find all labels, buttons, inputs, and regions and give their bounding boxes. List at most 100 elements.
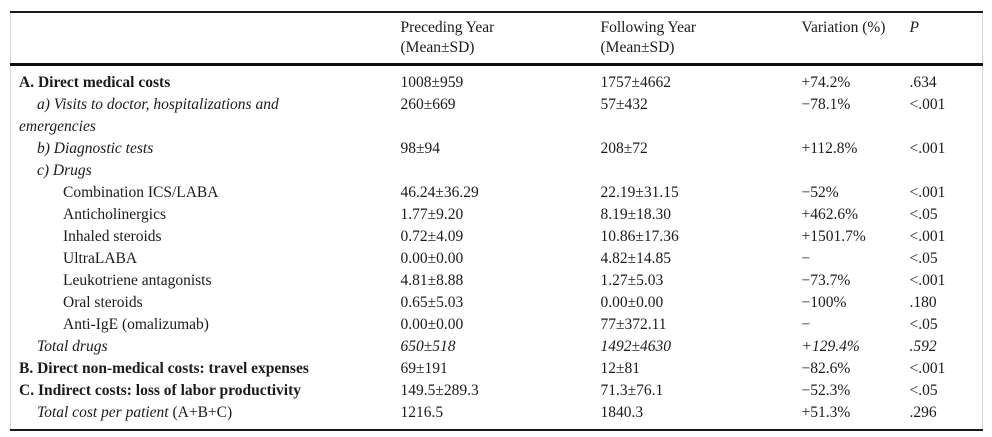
- cell-following: 1840.3: [600, 404, 644, 421]
- cell-following: 12±81: [600, 360, 641, 377]
- cell-following: 4.82±14.85: [600, 250, 672, 267]
- cell-p: <.001: [909, 184, 946, 201]
- cell-preceding: 1216.5: [400, 404, 444, 421]
- cell-following: 1.27±5.03: [600, 272, 664, 289]
- costs-table-container: Preceding Year (Mean±SD) Following Year …: [10, 11, 983, 431]
- table-row: UltraLABA 0.00±0.00 4.82±14.85 − <.05: [11, 248, 983, 270]
- cell-preceding: 149.5±289.3: [400, 382, 479, 399]
- row-label: B. Direct non-medical costs: travel expe…: [19, 360, 309, 377]
- cell-following: 77±372.11: [600, 316, 667, 333]
- cell-variation: −73.7%: [801, 272, 851, 289]
- table-row: a) Visits to doctor, hospitalizations an…: [11, 94, 983, 138]
- cell-p: <.001: [909, 96, 946, 113]
- header-row: Preceding Year (Mean±SD) Following Year …: [10, 12, 983, 66]
- cell-variation: +112.8%: [801, 140, 858, 157]
- row-label: Anti-IgE (omalizumab): [63, 316, 209, 333]
- cell-following: 0.00±0.00: [600, 294, 664, 311]
- table-row: Anticholinergics 1.77±9.20 8.19±18.30 +4…: [11, 204, 983, 226]
- col-header-line1: Preceding Year: [400, 19, 495, 36]
- cell-following: 1492±4630: [600, 338, 672, 355]
- cell-variation: −82.6%: [801, 360, 851, 377]
- cell-p: .592: [909, 338, 937, 355]
- table-row: b) Diagnostic tests 98±94 208±72 +112.8%…: [11, 138, 983, 160]
- row-label: Leukotriene antagonists: [63, 272, 212, 289]
- cell-p: <.05: [909, 250, 938, 267]
- cell-following: 57±432: [600, 96, 648, 113]
- table-row: Anti-IgE (omalizumab) 0.00±0.00 77±372.1…: [11, 314, 983, 336]
- row-label: Anticholinergics: [63, 206, 167, 223]
- table-row: A. Direct medical costs 1008±959 1757±46…: [11, 65, 983, 95]
- row-label: c) Drugs: [37, 162, 92, 179]
- col-header-empty: [10, 12, 393, 66]
- cell-p: <.001: [909, 272, 946, 289]
- cell-preceding: 0.00±0.00: [400, 250, 464, 267]
- row-label-italic-part: Total cost per patient: [37, 404, 169, 421]
- cell-variation: +51.3%: [801, 404, 851, 421]
- cell-variation: +1501.7%: [801, 228, 866, 245]
- cell-p: <.05: [909, 316, 938, 333]
- col-header-line1: Following Year: [600, 19, 697, 36]
- cell-preceding: 650±518: [400, 338, 456, 355]
- cell-variation: +129.4%: [801, 338, 860, 355]
- cell-preceding: 1008±959: [400, 74, 464, 91]
- cell-p: <.001: [909, 140, 946, 157]
- table-row: B. Direct non-medical costs: travel expe…: [11, 358, 983, 380]
- cell-following: 10.86±17.36: [600, 228, 679, 245]
- col-header-p: P: [901, 12, 983, 66]
- row-label: A. Direct medical costs: [19, 74, 171, 91]
- cell-variation: +74.2%: [801, 74, 851, 91]
- cell-p: <.001: [909, 360, 946, 377]
- table-row: c) Drugs: [11, 160, 983, 182]
- col-header-line2: (Mean±SD): [400, 39, 475, 56]
- cell-preceding: 260±669: [400, 96, 456, 113]
- cell-preceding: 69±191: [400, 360, 448, 377]
- cell-preceding: 0.00±0.00: [400, 316, 464, 333]
- table-row: C. Indirect costs: loss of labor product…: [11, 380, 983, 402]
- col-header-variation: Variation (%): [793, 12, 902, 66]
- row-label: Oral steroids: [63, 294, 143, 311]
- row-label: C. Indirect costs: loss of labor product…: [19, 382, 302, 399]
- table-row: Total cost per patient (A+B+C) 1216.5 18…: [11, 402, 983, 430]
- cell-preceding: 0.65±5.03: [400, 294, 464, 311]
- cell-preceding: 4.81±8.88: [400, 272, 464, 289]
- cell-p: <.05: [909, 382, 938, 399]
- cell-variation: −78.1%: [801, 96, 851, 113]
- cell-variation: −: [801, 316, 811, 333]
- cell-preceding: 98±94: [400, 140, 441, 157]
- table-row: Total drugs 650±518 1492±4630 +129.4% .5…: [11, 336, 983, 358]
- row-label: b) Diagnostic tests: [37, 140, 154, 157]
- row-label: UltraLABA: [63, 250, 138, 267]
- table-row: Leukotriene antagonists 4.81±8.88 1.27±5…: [11, 270, 983, 292]
- cell-p: [902, 160, 983, 182]
- cell-following: 8.19±18.30: [600, 206, 672, 223]
- cell-following: [593, 160, 794, 182]
- row-label: a) Visits to doctor, hospitalizations an…: [11, 94, 393, 138]
- cell-p: .634: [909, 74, 937, 91]
- row-label-line1: a) Visits to doctor, hospitalizations an…: [37, 96, 279, 113]
- cell-p: <.001: [909, 228, 946, 245]
- cell-variation: −: [801, 250, 811, 267]
- cell-following: 208±72: [600, 140, 648, 157]
- cell-variation: [794, 160, 902, 182]
- cell-p: .296: [909, 404, 937, 421]
- cell-p: .180: [909, 294, 937, 311]
- row-label: Inhaled steroids: [63, 228, 162, 245]
- cell-variation: +462.6%: [801, 206, 859, 223]
- cell-variation: −100%: [801, 294, 847, 311]
- col-header-preceding-year: Preceding Year (Mean±SD): [392, 12, 593, 66]
- table-row: Combination ICS/LABA 46.24±36.29 22.19±3…: [11, 182, 983, 204]
- row-label-upright-part: (A+B+C): [168, 404, 233, 421]
- cell-following: 1757±4662: [600, 74, 672, 91]
- row-label: Combination ICS/LABA: [63, 184, 219, 201]
- table-row: Oral steroids 0.65±5.03 0.00±0.00 −100% …: [11, 292, 983, 314]
- cell-preceding: 46.24±36.29: [400, 184, 479, 201]
- cell-following: 22.19±31.15: [600, 184, 679, 201]
- cell-preceding: [393, 160, 593, 182]
- cell-variation: −52.3%: [801, 382, 851, 399]
- col-header-line2: (Mean±SD): [600, 39, 675, 56]
- table-row: Inhaled steroids 0.72±4.09 10.86±17.36 +…: [11, 226, 983, 248]
- row-label: Total drugs: [37, 338, 108, 355]
- row-label-line2: emergencies: [19, 118, 96, 135]
- col-header-following-year: Following Year (Mean±SD): [592, 12, 794, 66]
- cell-p: <.05: [909, 206, 938, 223]
